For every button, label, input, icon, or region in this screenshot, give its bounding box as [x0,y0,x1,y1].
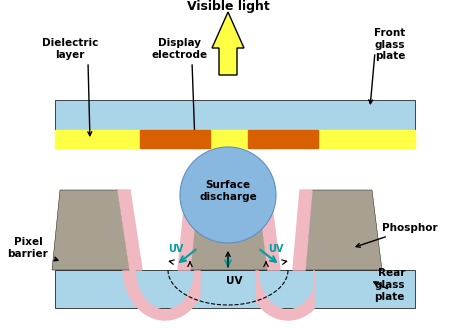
Polygon shape [123,268,199,320]
Polygon shape [212,12,244,75]
Text: Surface
discharge: Surface discharge [199,180,256,202]
Polygon shape [189,190,267,270]
Polygon shape [118,190,142,270]
Text: Display
electrode: Display electrode [152,38,207,60]
Bar [140,130,210,148]
Polygon shape [255,268,313,320]
Bar [55,270,414,308]
Text: UV: UV [268,244,283,254]
Bar [55,130,414,148]
Polygon shape [304,190,381,270]
Text: UV: UV [168,244,183,254]
Text: Pixel
barrier: Pixel barrier [8,237,48,259]
Circle shape [179,147,276,243]
Polygon shape [292,190,311,270]
Bar [55,100,414,148]
Text: Phosphor: Phosphor [382,223,437,233]
Text: UV: UV [225,276,242,286]
Bar [248,130,318,148]
Polygon shape [178,190,198,270]
Polygon shape [52,190,130,270]
Text: Dielectric
layer: Dielectric layer [42,38,98,60]
Text: Visible light: Visible light [186,0,269,13]
Text: Rear
glass
plate: Rear glass plate [374,268,404,302]
Polygon shape [258,190,279,270]
Text: Front
glass
plate: Front glass plate [373,28,405,61]
